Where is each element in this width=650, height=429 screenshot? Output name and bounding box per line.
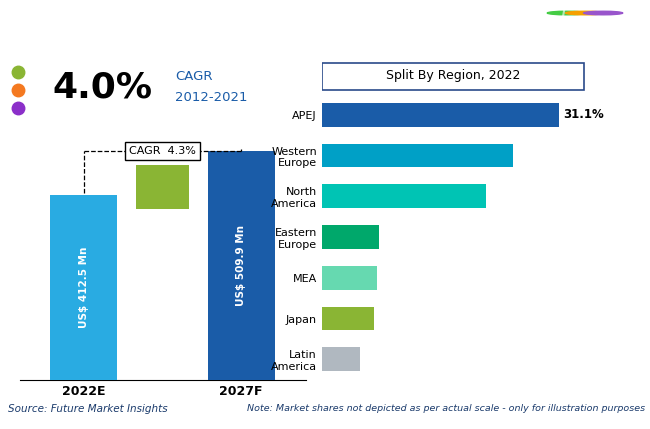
Text: Global Pallet Stretch Wrapping Machines Market Analysis 2022-2027: Global Pallet Stretch Wrapping Machines … xyxy=(10,22,578,37)
Bar xyxy=(322,184,486,208)
Bar xyxy=(322,266,377,290)
Text: US$ 412.5 Mn: US$ 412.5 Mn xyxy=(79,247,89,328)
Bar xyxy=(322,225,379,249)
Text: 2012-2021: 2012-2021 xyxy=(176,91,248,104)
Bar xyxy=(322,144,513,167)
Text: Note: Market shares not depicted as per actual scale - only for illustration pur: Note: Market shares not depicted as per … xyxy=(247,404,645,413)
FancyBboxPatch shape xyxy=(322,63,584,90)
Text: US$ 509.9 Mn: US$ 509.9 Mn xyxy=(236,225,246,306)
Text: fmi: fmi xyxy=(568,28,602,46)
Circle shape xyxy=(547,11,586,15)
Text: 31.1%: 31.1% xyxy=(563,108,604,121)
Bar xyxy=(322,103,559,127)
Text: CAGR  4.3%: CAGR 4.3% xyxy=(129,146,196,156)
Bar xyxy=(322,347,360,371)
Text: Split By Region, 2022: Split By Region, 2022 xyxy=(385,69,520,82)
Bar xyxy=(208,151,274,380)
Text: 4.0%: 4.0% xyxy=(52,70,152,104)
Text: CAGR: CAGR xyxy=(176,70,213,83)
Bar xyxy=(51,195,117,380)
Circle shape xyxy=(584,11,623,15)
Bar xyxy=(322,307,374,330)
Text: Future Market Insights: Future Market Insights xyxy=(558,51,612,56)
Circle shape xyxy=(566,11,604,15)
Bar xyxy=(136,165,188,209)
Text: Source: Future Market Insights: Source: Future Market Insights xyxy=(8,404,168,414)
